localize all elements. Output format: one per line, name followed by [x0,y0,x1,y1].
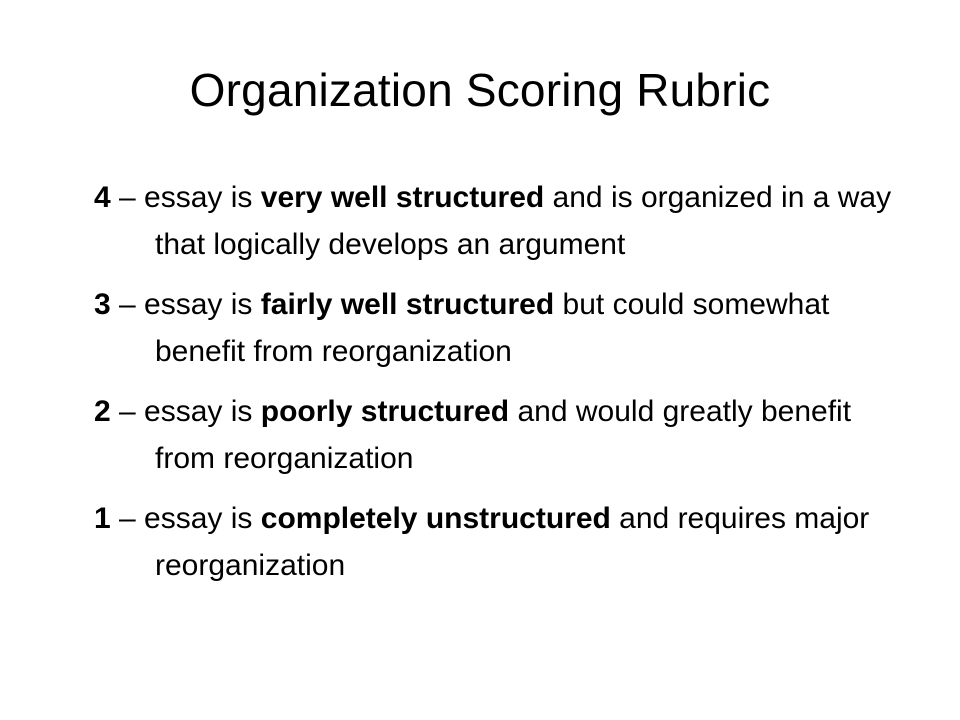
description-rest: but could somewhat benefit from reorgani… [155,288,830,368]
score-value: 1 [94,502,111,535]
score-dash: – [110,288,145,321]
description-lead: essay is [144,502,261,535]
description-rest: and is organized in a way that logically… [155,181,892,261]
description-emphasis: poorly structured [260,395,510,428]
score-value: 4 [94,181,111,214]
description-rest: and requires major reorganization [155,502,870,582]
score-value: 3 [94,288,111,321]
description-lead: essay is [144,395,261,428]
score-value: 2 [94,395,111,428]
rubric-item-3: 3 – essay is fairly well structured but … [94,281,914,375]
rubric-list: 4 – essay is very well structured and is… [94,174,914,602]
rubric-item-4: 4 – essay is very well structured and is… [94,174,914,268]
description-lead: essay is [144,288,261,321]
rubric-item-1: 1 – essay is completely unstructured and… [94,495,914,589]
score-dash: – [110,502,145,535]
score-dash: – [110,395,145,428]
description-emphasis: very well structured [260,181,545,214]
score-dash: – [110,181,145,214]
slide-title: Organization Scoring Rubric [189,64,771,116]
description-rest: and would greatly benefit from reorganiz… [155,395,852,475]
description-lead: essay is [144,181,261,214]
rubric-item-2: 2 – essay is poorly structured and would… [94,388,914,482]
description-emphasis: completely unstructured [260,502,611,535]
description-emphasis: fairly well structured [260,288,555,321]
